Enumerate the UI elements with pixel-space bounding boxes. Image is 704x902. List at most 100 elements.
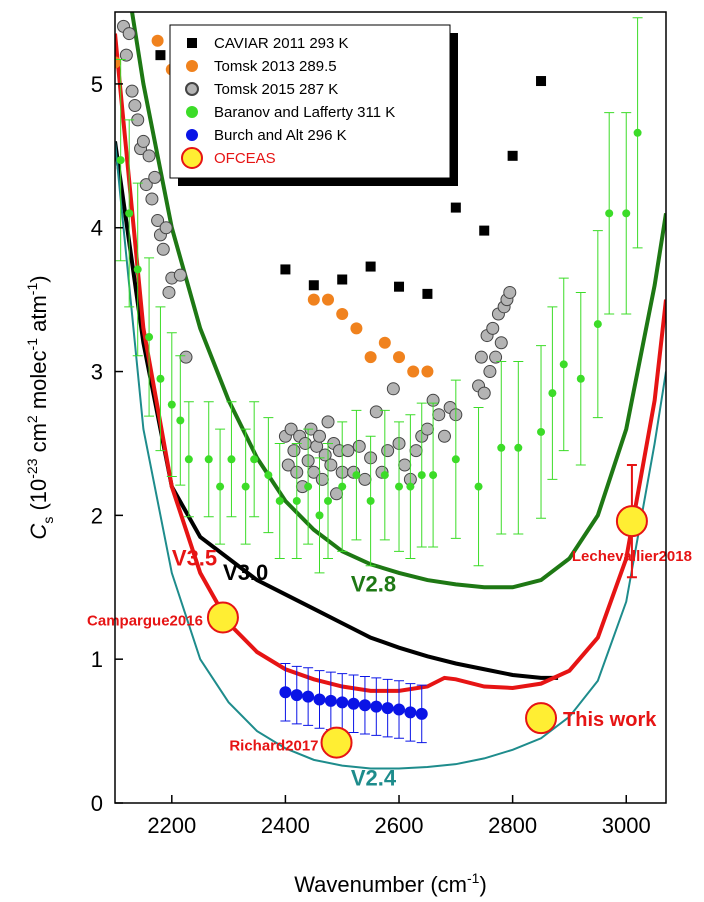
curve <box>115 141 559 680</box>
legend-marker <box>186 60 198 72</box>
point-label: Richard2017 <box>229 738 318 755</box>
marker <box>494 336 508 350</box>
marker <box>173 268 187 282</box>
marker <box>145 333 154 342</box>
marker <box>404 706 417 719</box>
x-label-part: Wavenumber (cm <box>294 872 467 897</box>
marker <box>119 48 133 62</box>
marker <box>474 350 488 364</box>
legend-label: CAVIAR 2011 293 K <box>214 35 349 52</box>
marker <box>393 703 406 716</box>
marker <box>304 482 313 491</box>
marker <box>394 281 405 292</box>
marker <box>162 285 176 299</box>
legend <box>169 24 451 179</box>
y-label-part: -23 <box>24 458 40 478</box>
marker <box>125 209 134 218</box>
y-label-part: -1 <box>24 338 40 351</box>
marker <box>156 374 165 383</box>
marker <box>324 694 337 707</box>
y-label-part: atm <box>26 295 51 338</box>
y-label-part: -1 <box>24 283 40 296</box>
marker <box>275 496 284 505</box>
legend-label: Tomsk 2013 289.5 <box>214 58 337 75</box>
marker <box>576 374 585 383</box>
marker <box>324 496 333 505</box>
marker <box>381 444 395 458</box>
y-axis-label: Cs (10-23 cm2 molec-1 atm-1) <box>24 275 56 539</box>
marker <box>406 482 415 491</box>
marker <box>151 34 164 47</box>
marker <box>358 699 371 712</box>
y-label-part: (10 <box>26 479 51 517</box>
marker <box>537 427 546 436</box>
marker <box>125 84 139 98</box>
legend-marker <box>181 147 203 169</box>
marker <box>381 702 394 715</box>
marker <box>227 455 236 464</box>
marker <box>474 482 483 491</box>
marker <box>507 150 518 161</box>
marker <box>324 458 338 472</box>
marker <box>241 482 250 491</box>
marker <box>139 178 153 192</box>
marker <box>321 415 335 429</box>
marker <box>489 350 503 364</box>
legend-label: Burch and Alt 296 K <box>214 127 347 144</box>
marker <box>486 321 500 335</box>
x-tick-label: 3000 <box>602 813 651 838</box>
marker <box>145 192 159 206</box>
marker <box>429 471 438 480</box>
marker <box>159 221 173 235</box>
curve-label: V3.5 <box>172 546 217 571</box>
marker <box>116 156 125 165</box>
marker <box>320 726 353 759</box>
marker <box>393 351 406 364</box>
marker <box>122 27 136 41</box>
marker <box>136 134 150 148</box>
marker <box>281 458 295 472</box>
marker <box>437 429 451 443</box>
plot <box>115 12 666 770</box>
marker <box>315 472 329 486</box>
marker <box>398 458 412 472</box>
marker <box>315 511 324 520</box>
marker <box>420 422 434 436</box>
marker <box>380 471 389 480</box>
marker <box>151 214 165 228</box>
marker <box>615 505 648 538</box>
marker <box>155 50 166 61</box>
marker <box>395 482 404 491</box>
marker <box>290 689 303 702</box>
marker <box>142 149 156 163</box>
legend-label: Baranov and Lafferty 311 K <box>214 104 395 121</box>
marker <box>633 128 642 137</box>
marker <box>370 700 383 713</box>
marker <box>477 386 491 400</box>
marker <box>483 365 497 379</box>
marker <box>264 471 273 480</box>
marker <box>176 416 185 425</box>
curve <box>115 141 666 770</box>
marker <box>479 225 490 236</box>
y-label-part: molec <box>26 350 51 415</box>
x-tick-label: 2600 <box>375 813 424 838</box>
curve-label: V2.8 <box>351 572 396 597</box>
x-label-part: ) <box>479 872 486 897</box>
marker <box>156 242 170 256</box>
x-label-part: -1 <box>467 870 480 886</box>
marker <box>369 405 383 419</box>
marker <box>525 702 558 735</box>
marker <box>128 98 142 112</box>
marker <box>386 382 400 396</box>
marker <box>292 496 301 505</box>
marker <box>536 76 547 87</box>
marker <box>364 351 377 364</box>
marker <box>352 471 361 480</box>
marker <box>559 360 568 369</box>
marker <box>366 496 375 505</box>
y-tick-label: 2 <box>91 503 103 528</box>
marker <box>279 686 292 699</box>
